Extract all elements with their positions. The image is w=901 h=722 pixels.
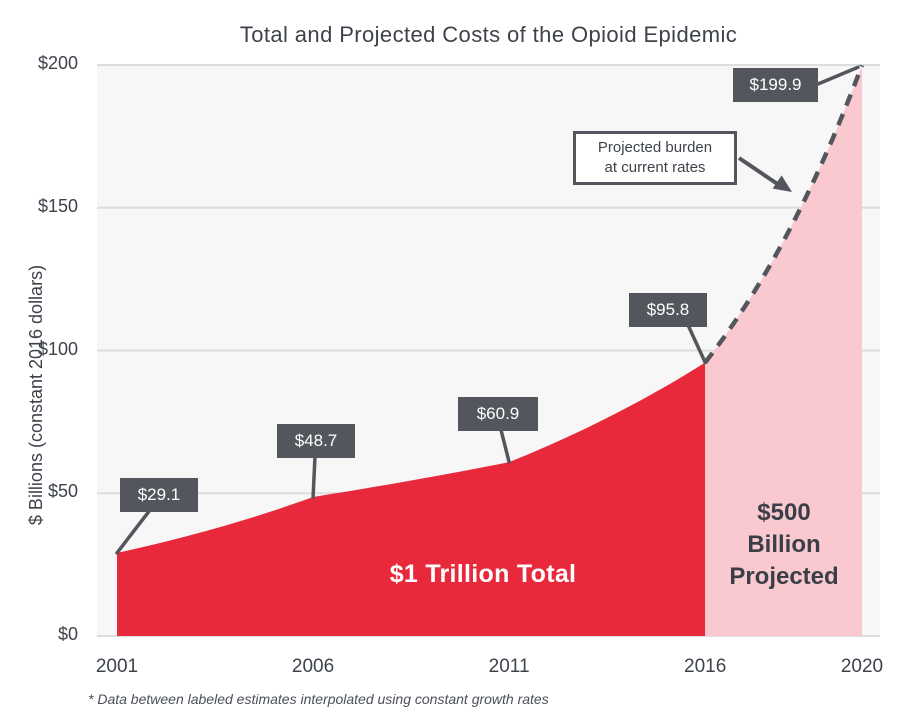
y-tick-label-200: $200	[37, 53, 78, 73]
callout-lines	[115, 65, 860, 555]
x-tick-label-2001: 2001	[95, 656, 139, 677]
projected-total-line2: Billion	[747, 531, 821, 558]
y-tick-label-100: $100	[37, 338, 78, 359]
projected-burden-line1: Projected burden	[597, 139, 713, 156]
projected-costs-area	[705, 65, 862, 637]
callout-line	[686, 323, 707, 365]
footnote: * Data between labeled estimates interpo…	[88, 691, 549, 707]
projected-dashed-line	[703, 64, 865, 364]
callout-line	[499, 428, 511, 464]
actual-costs-area	[117, 362, 706, 636]
projected-total-line3: Projected	[729, 563, 839, 590]
projected-total-label: $500 Billion Projected	[706, 497, 862, 593]
y-tick-label-0: $0	[57, 624, 78, 644]
projected-burden-line2: at current rates	[604, 159, 706, 176]
data-label-2006: $48.7	[277, 424, 355, 458]
y-tick-label-50: $50	[47, 481, 78, 502]
projected-total-line1: $500	[757, 499, 811, 526]
x-tick-label-2011: 2011	[488, 656, 530, 677]
x-tick-label-2016: 2016	[684, 656, 727, 677]
data-label-2020: $199.9	[733, 68, 818, 102]
data-label-2016: $95.8	[629, 293, 707, 327]
y-tick-label-150: $150	[37, 195, 78, 216]
callout-line	[816, 65, 860, 86]
chart-title: Total and Projected Costs of the Opioid …	[239, 22, 738, 47]
x-tick-label-2006: 2006	[291, 656, 335, 677]
callout-line	[311, 454, 317, 499]
callout-line	[115, 508, 152, 555]
data-label-2001: $29.1	[120, 478, 198, 512]
trillion-total-label: $1 Trillion Total	[389, 560, 577, 588]
projected-burden-annotation: Projected burden at current rates	[573, 131, 737, 185]
annotation-arrowhead-icon	[772, 175, 792, 192]
x-tick-label-2020: 2020	[840, 656, 884, 677]
annotation-arrow-line	[737, 156, 781, 187]
data-label-2011: $60.9	[458, 397, 538, 431]
